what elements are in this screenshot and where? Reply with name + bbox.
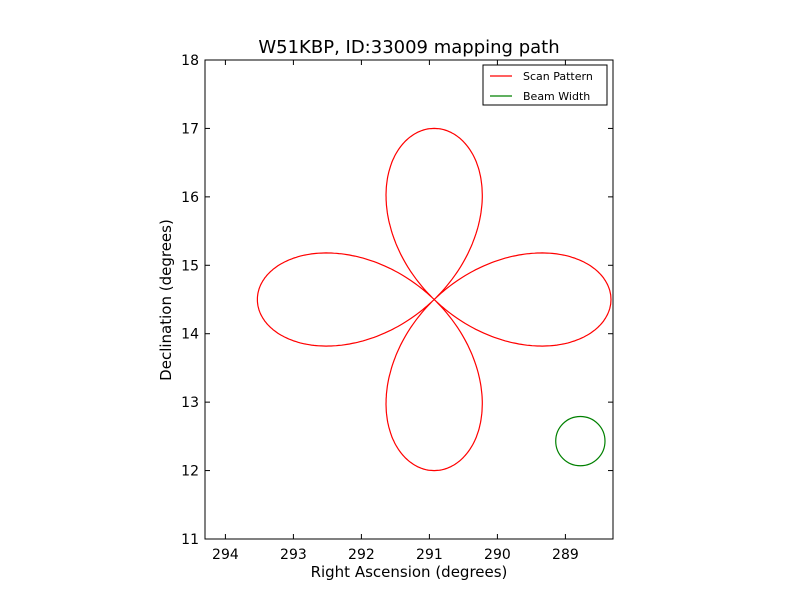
chart-title: W51KBP, ID:33009 mapping path [258,37,559,58]
y-tick-label: 15 [181,258,199,274]
x-tick-label: 289 [552,547,579,563]
axis-ticks: 294 293 292 291 290 289 11 12 13 14 15 16 17 18 [181,53,613,563]
x-tick-label: 292 [348,547,375,563]
y-tick-label: 18 [181,53,199,69]
y-tick-label: 17 [181,121,199,137]
beam-width-circle [555,415,606,467]
y-axis-label: Declination (degrees) [157,219,175,381]
x-tick-label: 294 [212,547,239,563]
legend-label-beam-width: Beam Width [523,90,590,103]
x-tick-label: 290 [484,547,511,563]
x-axis-label: Right Ascension (degrees) [311,563,508,581]
legend-label-scan-pattern: Scan Pattern [523,70,593,83]
x-tick-label: 291 [416,547,443,563]
plot-frame [204,59,614,540]
plot-area: 294 293 292 291 290 289 11 12 13 14 15 16 17 18 [181,53,614,563]
legend-box [482,64,608,106]
legend: Scan Pattern Beam Width [482,64,608,106]
scan-pattern-line [256,127,612,472]
y-tick-label: 12 [181,464,199,480]
y-tick-label: 16 [181,190,199,206]
x-tick-label: 293 [280,547,307,563]
y-tick-label: 14 [181,327,199,343]
y-tick-label: 11 [181,532,199,548]
y-tick-label: 13 [181,395,199,411]
